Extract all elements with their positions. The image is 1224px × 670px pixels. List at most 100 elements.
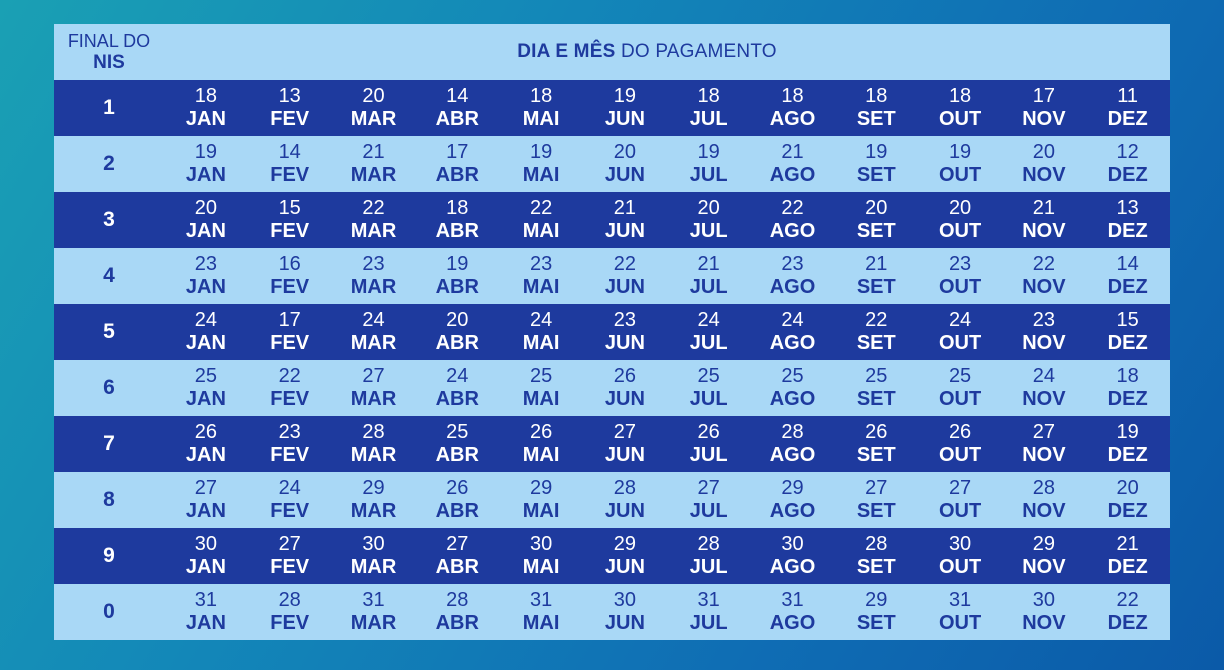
payment-date-cell: 19 JAN: [164, 141, 248, 187]
payment-month: MAI: [522, 332, 560, 354]
payment-day: 18: [446, 197, 469, 219]
payment-month: JUN: [604, 556, 645, 578]
payment-month: JAN: [185, 108, 226, 130]
payment-day: 30: [1032, 589, 1055, 611]
payment-date-cell: 26 MAI: [499, 421, 583, 467]
payment-day: 27: [865, 477, 888, 499]
payment-month: JUN: [604, 444, 645, 466]
payment-date-cell: 23 NOV: [1002, 309, 1086, 355]
payment-month: FEV: [270, 612, 310, 634]
payment-month: DEZ: [1107, 220, 1148, 242]
payment-month: DEZ: [1107, 444, 1148, 466]
payment-day: 18: [1116, 365, 1139, 387]
payment-month: AGO: [769, 164, 816, 186]
payment-date-cell: 30 NOV: [1002, 589, 1086, 635]
payment-date-cell: 22 DEZ: [1086, 589, 1170, 635]
payment-date-cell: 24 JAN: [164, 309, 248, 355]
payment-date-cell: 17 ABR: [415, 141, 499, 187]
payment-day: 20: [446, 309, 469, 331]
payment-day: 23: [781, 253, 804, 275]
payment-day: 21: [613, 197, 636, 219]
payment-date-cell: 31 AGO: [751, 589, 835, 635]
payment-day: 22: [865, 309, 888, 331]
payment-month: MAR: [350, 164, 397, 186]
payment-day: 21: [865, 253, 888, 275]
payment-date-cell: 28 FEV: [248, 589, 332, 635]
payment-month: MAR: [350, 500, 397, 522]
payment-month: MAR: [350, 276, 397, 298]
payment-month: JAN: [185, 612, 226, 634]
payment-day: 23: [194, 253, 218, 275]
payment-month: FEV: [270, 444, 310, 466]
payment-month: DEZ: [1107, 332, 1148, 354]
payment-day: 28: [278, 589, 301, 611]
payment-day: 28: [697, 533, 720, 555]
payment-date-cell: 28 AGO: [751, 421, 835, 467]
payment-date-cell: 18 ABR: [415, 197, 499, 243]
payment-day: 19: [529, 141, 553, 163]
payment-day: 26: [697, 421, 720, 443]
payment-day: 31: [948, 589, 972, 611]
payment-day: 27: [446, 533, 469, 555]
payment-date-cell: 20 JUN: [583, 141, 667, 187]
payment-day: 29: [529, 477, 553, 499]
payment-month: DEZ: [1107, 164, 1148, 186]
payment-month: DEZ: [1107, 612, 1148, 634]
payment-month: FEV: [270, 332, 310, 354]
payment-month: OUT: [938, 388, 982, 410]
payment-month: OUT: [938, 220, 982, 242]
payment-day: 29: [613, 533, 636, 555]
payment-dates: 27 JAN 24 FEV 29 MAR 26 ABR 29 MAI 28 JUN 27 JUL 29 AGO…: [164, 477, 1170, 523]
payment-date-cell: 26 JAN: [164, 421, 248, 467]
payment-day: 24: [781, 309, 804, 331]
payment-day: 19: [948, 141, 972, 163]
nis-column-header: FINAL DO NIS: [54, 31, 164, 73]
payment-date-cell: 29 MAI: [499, 477, 583, 523]
payment-date-cell: 22 FEV: [248, 365, 332, 411]
payment-day: 21: [362, 141, 385, 163]
payment-month: JAN: [185, 444, 226, 466]
payment-day: 15: [278, 197, 301, 219]
payment-date-cell: 19 DEZ: [1086, 421, 1170, 467]
payment-date-cell: 18 OUT: [918, 85, 1002, 131]
table-row: 3 20 JAN 15 FEV 22 MAR 18 ABR 22 MAI 21 JUN 20 JUL 22 AG…: [54, 192, 1170, 248]
payment-date-cell: 24 OUT: [918, 309, 1002, 355]
payment-date-cell: 17 FEV: [248, 309, 332, 355]
payment-month: SET: [856, 332, 896, 354]
nis-final-digit: 0: [103, 600, 115, 623]
payment-day: 26: [948, 421, 972, 443]
payment-day: 31: [362, 589, 385, 611]
payment-month: JUL: [689, 500, 728, 522]
payment-day: 20: [697, 197, 720, 219]
payment-day: 20: [613, 141, 636, 163]
payment-day: 26: [865, 421, 888, 443]
payment-month: MAR: [350, 556, 397, 578]
payment-month: MAR: [350, 332, 397, 354]
payment-date-cell: 28 MAR: [332, 421, 416, 467]
payment-date-cell: 28 NOV: [1002, 477, 1086, 523]
payment-day: 17: [278, 309, 301, 331]
payment-date-cell: 22 JUN: [583, 253, 667, 299]
nis-final-digit: 7: [103, 432, 115, 455]
payment-month: JUN: [604, 220, 645, 242]
payment-date-cell: 17 NOV: [1002, 85, 1086, 131]
payment-day: 24: [529, 309, 553, 331]
payment-day: 20: [1032, 141, 1055, 163]
table-title-bold: DIA E MÊS: [517, 41, 616, 62]
payment-day: 15: [1116, 309, 1139, 331]
payment-month: JAN: [185, 164, 226, 186]
nis-header-line1: FINAL DO: [67, 31, 151, 51]
payment-date-cell: 23 FEV: [248, 421, 332, 467]
payment-date-cell: 20 ABR: [415, 309, 499, 355]
payment-month: AGO: [769, 612, 816, 634]
payment-date-cell: 12 DEZ: [1086, 141, 1170, 187]
payment-dates: 25 JAN 22 FEV 27 MAR 24 ABR 25 MAI 26 JUN 25 JUL 25 AGO…: [164, 365, 1170, 411]
payment-date-cell: 30 OUT: [918, 533, 1002, 579]
payment-day: 30: [781, 533, 804, 555]
payment-month: JUN: [604, 500, 645, 522]
payment-month: ABR: [435, 164, 479, 186]
payment-day: 22: [613, 253, 636, 275]
payment-day: 24: [194, 309, 218, 331]
payment-date-cell: 24 FEV: [248, 477, 332, 523]
payment-date-cell: 24 MAR: [332, 309, 416, 355]
